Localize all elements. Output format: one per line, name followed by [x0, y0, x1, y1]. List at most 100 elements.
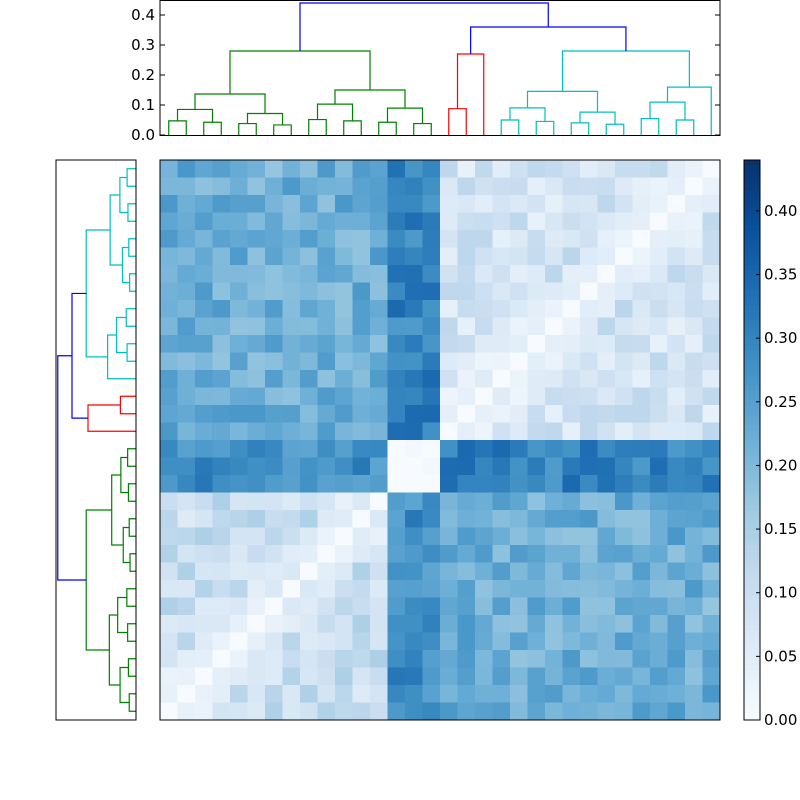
heatmap-cell — [247, 527, 266, 546]
heatmap-cell — [265, 597, 283, 616]
heatmap-cell — [405, 685, 423, 703]
heatmap-cell — [195, 247, 213, 266]
heatmap-cell — [457, 545, 476, 563]
heatmap-cell — [545, 352, 563, 371]
heatmap-cell — [667, 615, 686, 633]
heatmap-cell — [387, 545, 406, 563]
heatmap-cell — [265, 247, 283, 266]
heatmap-cell — [230, 387, 248, 406]
heatmap-cell — [370, 335, 388, 353]
heatmap-cell — [702, 230, 721, 248]
heatmap-cell — [370, 492, 388, 511]
heatmap-cell — [230, 475, 248, 493]
heatmap-cell — [352, 615, 371, 633]
heatmap-cell — [702, 352, 721, 371]
colorbar-segment — [744, 385, 760, 391]
heatmap-cell — [457, 370, 476, 388]
heatmap-cell — [545, 632, 563, 651]
heatmap-cell — [527, 352, 546, 371]
heatmap-cell — [632, 615, 651, 633]
heatmap-cell — [580, 265, 598, 283]
top-y-tick-label: 0.4 — [131, 6, 155, 24]
heatmap-cell — [405, 545, 423, 563]
heatmap-cell — [475, 230, 493, 248]
heatmap-cell — [492, 405, 511, 423]
heatmap-cell — [195, 387, 213, 406]
colorbar-segment — [744, 495, 760, 501]
heatmap-cell — [440, 615, 458, 633]
heatmap-cell — [457, 562, 476, 581]
heatmap-cell — [527, 632, 546, 651]
heatmap-cell — [177, 632, 196, 651]
heatmap-cell — [702, 615, 721, 633]
heatmap-cell — [387, 475, 406, 493]
heatmap-cell — [230, 667, 248, 686]
heatmap-cell — [492, 247, 511, 266]
colorbar-segment — [744, 230, 760, 236]
colorbar-segment — [744, 610, 760, 616]
colorbar-segment — [744, 565, 760, 571]
heatmap-cell — [702, 597, 721, 616]
top-dendrogram — [159, 0, 721, 136]
colorbar-segment — [744, 165, 760, 171]
heatmap-cell — [335, 212, 353, 231]
heatmap-cell — [562, 562, 581, 581]
heatmap-cell — [177, 510, 196, 528]
heatmap-cell — [510, 667, 528, 686]
heatmap-cell — [177, 195, 196, 213]
colorbar-segment — [744, 435, 760, 441]
heatmap-cell — [440, 702, 458, 721]
heatmap-cell — [475, 510, 493, 528]
heatmap-cell — [702, 457, 721, 476]
heatmap-cell — [580, 352, 598, 371]
dendrogram-link — [126, 343, 136, 362]
heatmap-cell — [370, 230, 388, 248]
heatmap-cell — [265, 580, 283, 598]
heatmap-cell — [615, 580, 633, 598]
heatmap-cell — [597, 282, 616, 301]
heatmap-cell — [387, 527, 406, 546]
heatmap-cell — [545, 615, 563, 633]
heatmap-cell — [230, 247, 248, 266]
heatmap-cell — [562, 492, 581, 511]
heatmap-cell — [510, 247, 528, 266]
heatmap-cell — [527, 615, 546, 633]
heatmap-cell — [387, 247, 406, 266]
heatmap-cell — [247, 370, 266, 388]
heatmap-cell — [387, 632, 406, 651]
heatmap-cell — [597, 597, 616, 616]
heatmap-cell — [702, 212, 721, 231]
dendrogram-link — [128, 518, 136, 537]
heatmap-cell — [632, 650, 651, 668]
heatmap-cell — [580, 492, 598, 511]
heatmap-cell — [335, 580, 353, 598]
heatmap-cell — [510, 177, 528, 196]
heatmap-cell — [282, 177, 301, 196]
heatmap-cell — [422, 195, 441, 213]
colorbar-segment — [744, 635, 760, 641]
heatmap-cell — [230, 580, 248, 598]
heatmap-cell — [685, 492, 703, 511]
colorbar-segment — [744, 320, 760, 326]
heatmap-cell — [335, 282, 353, 301]
heatmap-cell — [405, 580, 423, 598]
dendrogram-link — [640, 117, 660, 135]
heatmap-frame — [159, 159, 721, 721]
heatmap-cell — [650, 335, 668, 353]
colorbar-tick-label: 0.25 — [764, 393, 797, 411]
heatmap-cell — [527, 580, 546, 598]
dendrogram-link — [85, 229, 111, 358]
heatmap-cell — [352, 265, 371, 283]
heatmap-cell — [352, 300, 371, 318]
heatmap-cell — [212, 615, 231, 633]
heatmap-cell — [475, 405, 493, 423]
colorbar-segment — [744, 405, 760, 411]
heatmap-cell — [492, 562, 511, 581]
heatmap-cell — [265, 160, 283, 178]
heatmap-cell — [247, 387, 266, 406]
heatmap-cell — [475, 440, 493, 458]
colorbar-segment — [744, 200, 760, 206]
left-dendrogram-frame — [55, 159, 137, 721]
dendrogram-link — [126, 588, 136, 607]
dendrogram-link — [109, 194, 123, 266]
